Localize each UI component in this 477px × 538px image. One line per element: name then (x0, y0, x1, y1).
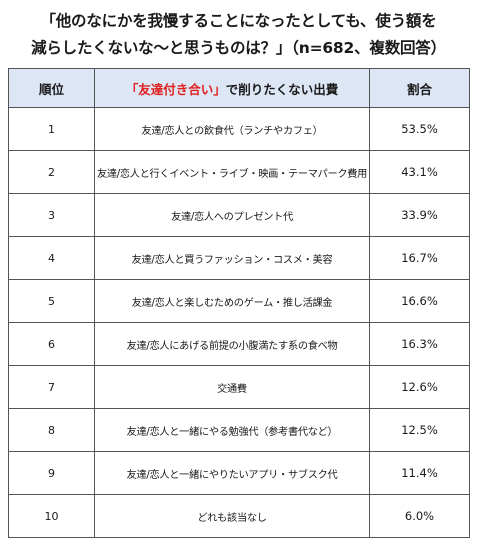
rank-cell: 2 (8, 150, 95, 194)
chart-title-line-2: 減らしたくないな〜と思うものは？」（n=682、複数回答） (31, 39, 446, 57)
share-cell: 16.6% (369, 279, 470, 323)
share-cell: 43.1% (369, 150, 470, 194)
rank-cell: 5 (8, 279, 95, 323)
item-cell: 友達/恋人と一緒にやる勉強代（参考書代など） (94, 408, 370, 452)
chart-title-line-1: 「他のなにかを我慢することになったとしても、使う額を (40, 12, 437, 30)
share-cell: 11.4% (369, 451, 470, 495)
rank-cell: 3 (8, 193, 95, 237)
rank-cell: 7 (8, 365, 95, 409)
table-row: 6 友達/恋人にあげる前提の小腹満たす系の食べ物 16.3% (8, 322, 470, 366)
rank-cell: 6 (8, 322, 95, 366)
item-cell: 友達/恋人と買うファッション・コスメ・美容 (94, 236, 370, 280)
header-item-rest: で削りたくない出費 (225, 81, 339, 97)
table-row: 3 友達/恋人へのプレゼント代 33.9% (8, 193, 470, 237)
rank-cell: 9 (8, 451, 95, 495)
header-item: 「友達付き合い」で削りたくない出費 (94, 68, 370, 108)
item-cell: 友達/恋人にあげる前提の小腹満たす系の食べ物 (94, 322, 370, 366)
item-cell: 友達/恋人と一緒にやりたいアプリ・サブスク代 (94, 451, 370, 495)
table-row: 2 友達/恋人と行くイベント・ライブ・映画・テーマパーク費用 43.1% (8, 150, 470, 194)
rank-cell: 8 (8, 408, 95, 452)
share-cell: 16.3% (369, 322, 470, 366)
share-cell: 16.7% (369, 236, 470, 280)
item-cell: 友達/恋人との飲食代（ランチやカフェ） (94, 107, 370, 151)
table-row: 9 友達/恋人と一緒にやりたいアプリ・サブスク代 11.4% (8, 451, 470, 495)
item-cell: どれも該当なし (94, 494, 370, 538)
item-cell: 友達/恋人と楽しむためのゲーム・推し活課金 (94, 279, 370, 323)
header-rank: 順位 (8, 68, 95, 108)
item-cell: 友達/恋人と行くイベント・ライブ・映画・テーマパーク費用 (94, 150, 370, 194)
table-row: 10 どれも該当なし 6.0% (8, 494, 470, 538)
share-cell: 33.9% (369, 193, 470, 237)
item-cell: 交通費 (94, 365, 370, 409)
share-cell: 12.5% (369, 408, 470, 452)
chart-title: 「他のなにかを我慢することになったとしても、使う額を 減らしたくないな〜と思うも… (0, 8, 477, 62)
ranking-table: 順位 「友達付き合い」で削りたくない出費 割合 1 友達/恋人との飲食代（ランチや… (8, 68, 470, 538)
table-row: 5 友達/恋人と楽しむためのゲーム・推し活課金 16.6% (8, 279, 470, 323)
header-share: 割合 (369, 68, 470, 108)
rank-cell: 1 (8, 107, 95, 151)
table-row: 8 友達/恋人と一緒にやる勉強代（参考書代など） 12.5% (8, 408, 470, 452)
item-cell: 友達/恋人へのプレゼント代 (94, 193, 370, 237)
header-item-highlight: 「友達付き合い」 (125, 81, 226, 97)
share-cell: 53.5% (369, 107, 470, 151)
table-header-row: 順位 「友達付き合い」で削りたくない出費 割合 (8, 68, 470, 108)
share-cell: 12.6% (369, 365, 470, 409)
rank-cell: 4 (8, 236, 95, 280)
rank-cell: 10 (8, 494, 95, 538)
table-row: 7 交通費 12.6% (8, 365, 470, 409)
table-row: 4 友達/恋人と買うファッション・コスメ・美容 16.7% (8, 236, 470, 280)
table-row: 1 友達/恋人との飲食代（ランチやカフェ） 53.5% (8, 107, 470, 151)
table-body: 1 友達/恋人との飲食代（ランチやカフェ） 53.5% 2 友達/恋人と行くイベント・ラ… (8, 107, 470, 538)
share-cell: 6.0% (369, 494, 470, 538)
